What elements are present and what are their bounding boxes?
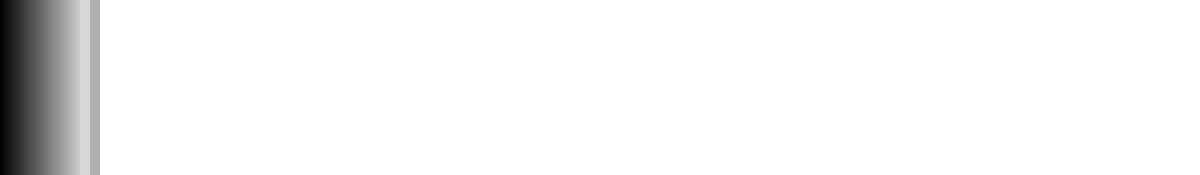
Text: p) Find the volume of the solid obtained by rotating the region bounded by the c: p) Find the volume of the solid obtained…: [138, 43, 1007, 62]
Text: $y = e^{x/2}$,  $y = e^{-x/2}$, $x =$ ln2 and $x =$ ln3; about the $x$-axis.: $y = e^{x/2}$, $y = e^{-x/2}$, $x =$ ln2…: [58, 128, 707, 159]
